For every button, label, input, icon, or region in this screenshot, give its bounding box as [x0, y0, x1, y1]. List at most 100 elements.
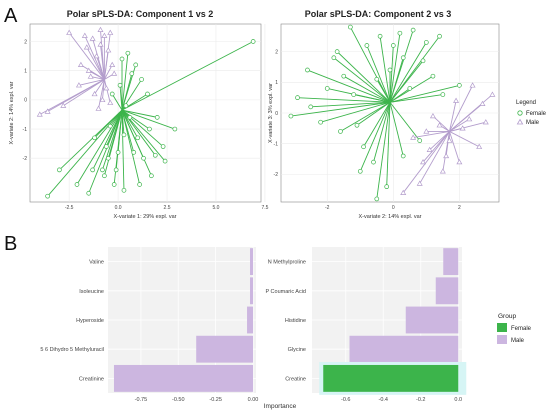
s1-female-spoke: [105, 109, 123, 147]
s2-female-spoke: [389, 88, 411, 103]
bar-legend-title: Group: [498, 313, 516, 320]
s1-male-point: [97, 26, 104, 32]
s2-male-spoke: [422, 131, 450, 163]
b1-bar-hyperoside: [247, 306, 254, 334]
s1-female-point: [137, 182, 142, 187]
s2-male-point: [439, 168, 446, 174]
s2-female-point: [338, 129, 343, 134]
s1-female-spoke: [121, 110, 125, 135]
s2-female-spoke: [340, 101, 391, 132]
bar-1-marks: [113, 248, 254, 392]
s2-female-point: [430, 73, 436, 79]
s1-female-spoke: [121, 73, 133, 111]
b2-bar-glycine: [349, 335, 459, 363]
legend-male-label: Male: [526, 120, 540, 126]
s1-ytick-label: 2: [24, 39, 27, 45]
s2-female-spoke: [389, 57, 404, 103]
s2-female-point: [308, 104, 314, 110]
scatter-legend-title: Legend: [516, 100, 536, 106]
s2-male-spoke: [432, 115, 450, 132]
s1-male-point: [81, 32, 88, 38]
s1-ytick-label: -1: [23, 127, 28, 133]
s2-female-spoke: [376, 79, 391, 103]
s1-male-point: [109, 61, 116, 68]
s1-male-spoke: [103, 32, 111, 80]
scatter-1-ticks: -2.5 0.0 2.5 5.0 7.5 -2 -1 0 1 2: [23, 39, 269, 211]
s1-female-spoke: [121, 110, 125, 191]
s1-female-spoke: [92, 109, 123, 171]
s1-female-spoke: [109, 109, 123, 127]
s2-female-point: [420, 58, 426, 64]
scatter-panel-comp1-vs-comp2: Polar sPLS-DA: Component 1 vs 2 -2.5 0.0 2…: [9, 9, 269, 220]
s1-female-point: [145, 91, 150, 97]
s2-xtick-label: 0: [392, 205, 395, 211]
b1-bar-creatinine: [113, 364, 254, 392]
s1-female-point: [139, 77, 144, 82]
s2-female-spoke: [343, 75, 391, 103]
s2-male-spoke: [449, 100, 457, 132]
s2-male-point: [443, 152, 450, 159]
s1-male-point: [85, 67, 92, 73]
s1-female-point: [172, 126, 178, 132]
s1-female-point: [154, 115, 160, 120]
s2-male-spoke: [449, 118, 470, 132]
s2-female-spoke: [389, 94, 443, 103]
scatter-2-ticks: -2 0 2 -2 -1 0 1 2: [274, 49, 461, 211]
s1-female-point: [127, 115, 133, 120]
s2-female-spoke: [333, 57, 391, 103]
s2-male-point: [400, 189, 407, 195]
s2-male-point: [459, 125, 466, 131]
b1-bar-5-6-dihydro-5-methyluracil: [196, 335, 254, 363]
b1-xtick-label: 0.00: [248, 397, 259, 403]
s1-female-point: [119, 56, 125, 62]
b1-category-label: Isoleucine: [79, 289, 104, 295]
s1-male-spoke: [47, 79, 105, 112]
b2-xtick-label: 0.0: [454, 397, 462, 403]
s2-male-point: [482, 119, 489, 125]
bar-legend-female-label: Female: [511, 326, 532, 332]
b2-xtick-label: -0.4: [379, 397, 388, 403]
s1-female-point: [125, 50, 131, 56]
bar-panel-comp1: comp1 -0.75-0.50-0.250.00ValineIsoleucin…: [40, 247, 258, 403]
s1-female-point: [135, 135, 141, 141]
s1-female-point: [121, 132, 127, 138]
s1-female-spoke: [121, 109, 141, 185]
s2-female-point: [305, 67, 310, 73]
scatter-1-ylabel: X-variate 2: 14% expl. var: [9, 81, 15, 144]
s1-xtick-label: 0.0: [115, 205, 122, 211]
s2-female-point: [423, 40, 429, 45]
s1-female-point: [86, 190, 92, 196]
s1-male-point: [44, 108, 51, 114]
scatter-2-marks: [288, 24, 496, 202]
b2-category-label: Histidine: [285, 318, 306, 324]
s2-male-point: [426, 146, 433, 152]
s1-male-spoke: [86, 47, 105, 80]
s2-ytick-label: -2: [274, 172, 279, 178]
s1-male-point: [36, 111, 43, 117]
s1-male-point: [93, 52, 100, 59]
s2-male-point: [446, 137, 453, 143]
s2-ytick-label: 2: [275, 49, 278, 55]
bar-legend-male-label: Male: [511, 338, 525, 344]
b1-bar-isoleucine: [250, 277, 254, 305]
s1-female-point: [131, 150, 137, 155]
s2-female-point: [397, 30, 403, 36]
s2-female-spoke: [353, 94, 391, 103]
legend-female-marker: [517, 110, 523, 116]
s1-female-point: [121, 187, 127, 193]
s1-male-point: [66, 29, 73, 35]
legend-female-label: Female: [526, 111, 547, 117]
s1-male-spoke: [100, 29, 105, 80]
s2-female-spoke: [389, 33, 401, 103]
s2-female-point: [351, 92, 357, 97]
s2-female-point: [354, 122, 360, 128]
s2-female-point: [457, 83, 462, 88]
s1-male-point: [101, 32, 108, 38]
s1-male-spoke: [94, 79, 105, 95]
s2-female-point: [341, 73, 347, 79]
s1-female-spoke: [121, 109, 150, 130]
s1-female-spoke: [121, 109, 139, 139]
s2-female-point: [384, 184, 390, 190]
b2-bar-histidine: [405, 306, 459, 334]
